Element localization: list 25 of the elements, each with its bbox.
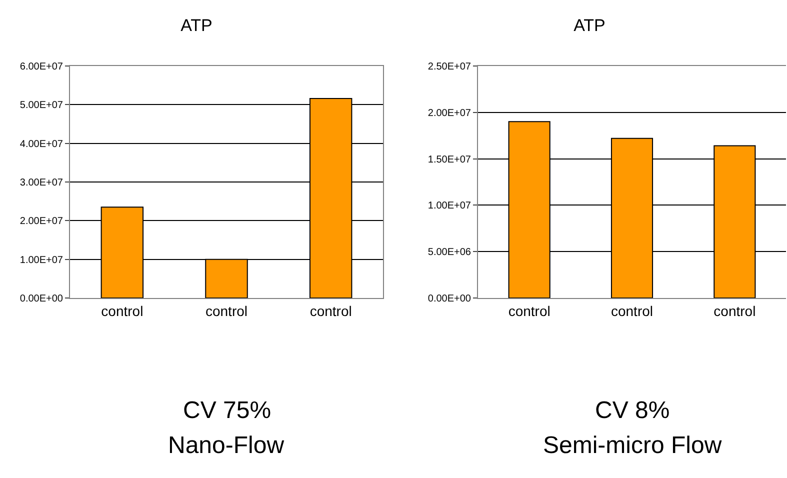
y-tick-label: 4.00E+07	[20, 138, 64, 150]
chart-title: ATP	[180, 16, 212, 36]
y-tick-label: 0.00E+00	[20, 294, 64, 304]
x-tick-label: control	[101, 302, 144, 319]
x-tick-label: control	[714, 302, 756, 319]
y-tick-label: 6.00E+07	[20, 62, 64, 72]
text: Semi-micro Flow	[543, 432, 722, 459]
y-tick-label: 5.00E+07	[20, 100, 64, 112]
y-tick-label: 2.00E+07	[428, 108, 472, 119]
y-tick-label: 1.00E+07	[428, 200, 472, 212]
y-tick-label: 1.50E+07	[428, 154, 472, 166]
text: Nano-Flow	[168, 432, 285, 459]
y-tick-label: 2.50E+07	[428, 62, 472, 72]
x-tick-label: control	[205, 302, 248, 319]
y-tick-label: 5.00E+06	[428, 247, 472, 258]
text: CV 8%	[595, 397, 670, 424]
y-tick-label: 1.00E+07	[20, 254, 64, 266]
y-tick-label: 0.00E+00	[428, 294, 472, 304]
x-tick-label: control	[310, 302, 352, 319]
x-tick-label: control	[610, 302, 654, 319]
y-tick-label: 3.00E+07	[20, 178, 64, 188]
y-tick-label: 2.00E+07	[20, 216, 64, 228]
x-tick-label: control	[508, 302, 550, 319]
chart-title: ATP	[574, 16, 606, 36]
text: CV 75%	[183, 397, 272, 424]
